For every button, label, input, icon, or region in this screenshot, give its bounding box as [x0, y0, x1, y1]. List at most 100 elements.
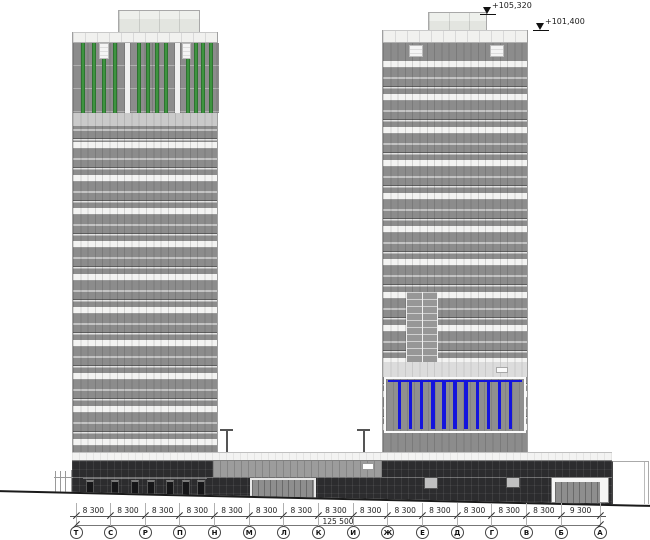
podium-window — [424, 477, 438, 489]
green-stripe — [193, 43, 198, 113]
left-tower-roof-box — [118, 10, 200, 33]
axis-bubble: Л — [277, 526, 291, 539]
total-dim-label: 125 500 — [322, 517, 354, 526]
axis-letter: Н — [211, 529, 218, 537]
dim-label: 9 300 — [569, 506, 592, 515]
green-stripe — [164, 43, 168, 113]
green-stripe — [185, 43, 190, 113]
left-tower — [72, 10, 219, 452]
blue-stripe — [486, 382, 491, 429]
dim-label: 8 300 — [359, 506, 382, 515]
flagpole-crossbar — [357, 429, 370, 431]
axis-letter: Д — [454, 529, 461, 537]
dim-label: 8 300 — [325, 506, 347, 515]
dim-label: 8 300 — [151, 506, 174, 515]
blue-stripe — [497, 382, 502, 429]
axis-bubble: Б — [554, 526, 568, 539]
entrance-railing — [54, 470, 73, 498]
axis-bubble: Ж — [381, 526, 395, 539]
dim-label: 8 300 — [290, 506, 312, 515]
axis-letter: К — [315, 529, 322, 537]
axis-letter: Г — [489, 529, 495, 537]
podium-fascia — [72, 452, 612, 461]
door-lintel — [83, 478, 207, 479]
right-tower-base-band — [383, 433, 527, 452]
green-stripe — [81, 43, 86, 113]
axis-letter: И — [350, 529, 357, 537]
podium-mid-band — [213, 461, 382, 477]
blue-stripe — [508, 382, 513, 429]
flagpole-crossbar — [220, 429, 233, 431]
axis-bubble: Г — [485, 526, 499, 539]
mid-band-window — [362, 463, 374, 470]
dim-label: 8 300 — [186, 506, 209, 515]
right-tower-parapet — [383, 30, 527, 43]
axis-letter: М — [245, 529, 253, 537]
axis-letter: Е — [420, 529, 425, 537]
core-strip-centerline — [422, 292, 423, 363]
level-triangle-icon — [483, 7, 491, 14]
green-stripe — [146, 43, 150, 113]
green-stripe — [155, 43, 159, 113]
green-stripe — [112, 43, 117, 113]
green-stripe — [209, 43, 214, 113]
right-tower-top-band — [383, 43, 527, 60]
axis-bubble: С — [104, 526, 118, 539]
right-tower — [382, 12, 528, 452]
vent-window — [496, 367, 508, 373]
green-stripe — [201, 43, 206, 113]
dim-label: 8 300 — [394, 506, 416, 515]
podium-window — [506, 477, 520, 488]
green-stripe — [102, 43, 107, 113]
facade-window — [182, 43, 191, 59]
right-tower-shaft — [382, 30, 528, 452]
podium-floor-line — [72, 477, 612, 478]
axis-letter: П — [177, 529, 183, 537]
level-line — [533, 29, 549, 31]
left-tower-body — [73, 126, 217, 452]
blue-stripe — [442, 382, 446, 429]
right-wall-line — [644, 462, 645, 504]
green-facade-section — [73, 43, 219, 113]
dim-label: 8 300 — [221, 506, 243, 515]
dim-label: 8 300 — [117, 506, 139, 515]
axis-letter: Л — [281, 529, 287, 537]
axis-letter: Б — [558, 529, 564, 537]
blue-stripes-row — [390, 382, 520, 429]
right-wall — [612, 461, 649, 504]
axis-bubble: П — [173, 526, 187, 539]
green-stripes-row — [132, 43, 173, 113]
dim-label: 8 300 — [533, 506, 555, 515]
dim-label: 8 300 — [82, 506, 105, 515]
left-tower-parapet — [73, 32, 217, 43]
facade-window — [409, 45, 423, 57]
green-stripes-row — [182, 43, 217, 113]
dim-label: 8 300 — [498, 506, 520, 515]
axis-bubble: Р — [138, 526, 152, 539]
axis-letter: В — [523, 529, 530, 537]
blue-stripe — [475, 382, 479, 429]
light-band — [73, 113, 217, 126]
axis-letter: Р — [142, 529, 148, 537]
level-line — [480, 13, 496, 15]
axis-bubble: А — [593, 526, 607, 539]
flagpole — [226, 429, 228, 453]
blue-stripe — [431, 382, 435, 429]
flagpole — [363, 429, 365, 453]
axis-bubble: Д — [450, 526, 464, 539]
axis-letter: А — [597, 529, 603, 537]
green-panel — [73, 43, 125, 113]
dim-line-segments — [70, 516, 606, 517]
green-panel — [180, 43, 219, 113]
blue-facade-section — [384, 377, 526, 433]
axis-bubble: Т — [69, 526, 83, 539]
blue-stripe — [464, 382, 468, 429]
dim-label: 8 300 — [463, 506, 486, 515]
axis-letter: Ж — [383, 529, 393, 537]
green-panel — [130, 43, 175, 113]
garage-door-right — [555, 482, 600, 503]
axis-letter: С — [108, 529, 114, 537]
blue-stripe — [453, 382, 457, 429]
blue-stripe — [419, 382, 424, 429]
